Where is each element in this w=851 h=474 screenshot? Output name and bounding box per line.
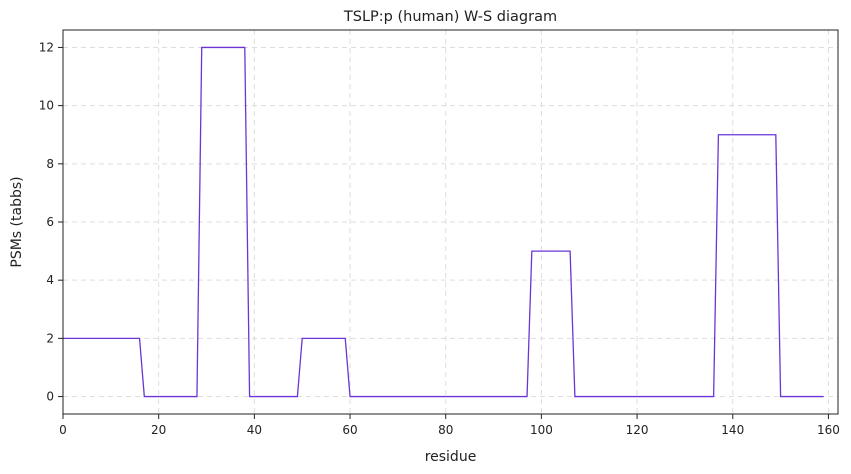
y-tick-label: 8 bbox=[46, 157, 54, 171]
y-tick-label: 6 bbox=[46, 215, 54, 229]
y-axis: 0 2 4 6 8 10 12 bbox=[39, 40, 63, 404]
grid bbox=[62, 30, 838, 414]
x-tick-label: 80 bbox=[438, 423, 453, 437]
x-tick-label: 160 bbox=[817, 423, 840, 437]
series-line bbox=[63, 46, 824, 398]
y-tick-label: 4 bbox=[46, 273, 54, 287]
chart-title: TSLP:p (human) W-S diagram bbox=[343, 9, 557, 25]
y-tick-label: 0 bbox=[46, 390, 54, 404]
x-tick-label: 40 bbox=[247, 423, 262, 437]
y-tick-label: 2 bbox=[46, 331, 54, 345]
y-axis-label: PSMs (tabbs) bbox=[9, 176, 25, 267]
x-tick-label: 140 bbox=[721, 423, 744, 437]
x-tick-label: 20 bbox=[151, 423, 166, 437]
x-axis: 0 20 40 60 80 100 120 140 160 bbox=[59, 414, 840, 437]
x-tick-label: 60 bbox=[342, 423, 357, 437]
y-tick-label: 12 bbox=[39, 40, 54, 54]
x-tick-label: 120 bbox=[626, 423, 649, 437]
x-axis-label: residue bbox=[425, 449, 477, 465]
series-layer bbox=[63, 46, 824, 398]
x-tick-label: 0 bbox=[59, 423, 67, 437]
x-tick-label: 100 bbox=[530, 423, 553, 437]
y-tick-label: 10 bbox=[39, 99, 54, 113]
